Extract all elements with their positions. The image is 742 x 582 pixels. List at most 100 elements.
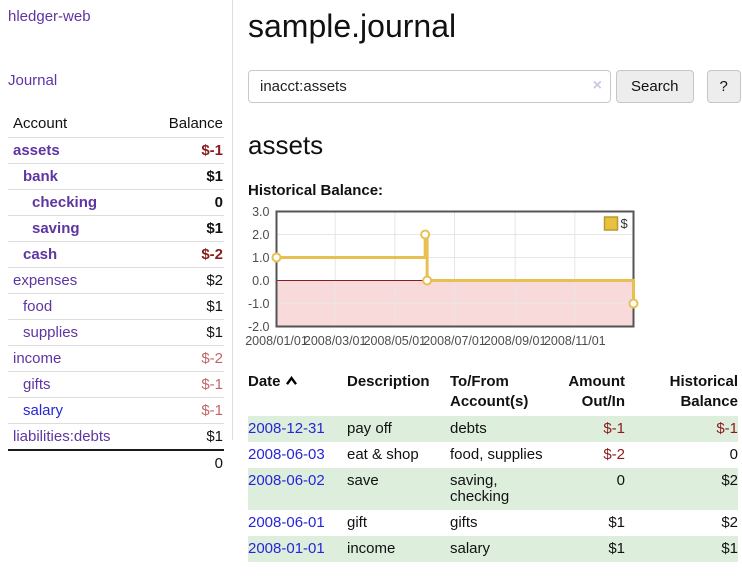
account-row: cash $-2 [8,241,224,267]
transaction-balance: 0 [729,446,738,463]
account-link-liabilities-debts[interactable]: liabilities:debts [13,428,111,445]
chart-title: Historical Balance: [248,182,384,199]
register-table: Date Description To/From Account(s) Amou… [248,370,738,562]
account-row: income $-2 [8,345,224,371]
svg-text:2008/03/01: 2008/03/01 [304,334,367,348]
account-balance: $2 [206,272,223,289]
svg-text:2008/11/01: 2008/11/01 [544,334,606,348]
svg-text:1.0: 1.0 [252,251,269,265]
account-page-heading: assets [248,130,324,160]
transaction-amount: $1 [560,536,641,562]
register-row: 2008-06-01 gift gifts $1 $2 [248,510,738,536]
svg-text:0.0: 0.0 [252,274,269,288]
account-link-cash[interactable]: cash [23,246,58,263]
account-row: salary $-1 [8,397,224,423]
register-row: 2008-06-02 save saving, checking 0 $2 [248,468,738,510]
column-header-historical-balance: Historical Balance [669,373,738,410]
account-link-gifts[interactable]: gifts [23,376,51,393]
account-row: gifts $-1 [8,371,224,397]
balance-column-header: Balance [168,115,223,132]
search-input[interactable] [248,70,611,103]
sidebar-accounts-table: Account Balance assets $-1 bank $1 check… [8,113,224,476]
svg-text:2.0: 2.0 [252,228,269,242]
account-row: assets $-1 [8,137,224,163]
account-balance: $1 [206,220,223,237]
transaction-amount: $-2 [603,446,625,463]
account-link-assets[interactable]: assets [13,142,60,159]
column-header-date[interactable]: Date [248,370,347,416]
column-header-accounts: To/From Account(s) [450,373,529,410]
account-row: expenses $2 [8,267,224,293]
account-balance: $-1 [201,402,223,419]
transaction-accounts: debts [450,416,560,442]
account-link-salary[interactable]: salary [23,402,64,419]
account-link-expenses[interactable]: expenses [13,272,78,289]
transaction-accounts: gifts [450,514,478,531]
account-balance: 0 [214,194,223,211]
transaction-date-link[interactable]: 2008-01-01 [248,540,325,557]
register-row: 2008-12-31 pay off debts $-1 $-1 [248,416,738,442]
search-form: × Search ? [248,70,742,103]
register-row: 2008-06-03 eat & shop food, supplies $-2… [248,442,738,468]
historical-balance-chart: $3.0 2.0 1.0 0.0 -1.0 -2.02008/01/012008/03/0… [245,205,639,348]
transaction-description: income [347,536,450,562]
account-link-saving[interactable]: saving [32,220,80,237]
column-header-description: Description [347,373,430,390]
account-row: bank $1 [8,163,224,189]
transaction-amount: $1 [608,514,625,531]
main-content: sample.journal × Search ? assets Histori… [233,0,742,562]
date-header-label: Date [248,373,281,390]
svg-text:2008/09/01: 2008/09/01 [484,334,547,348]
account-balance: $1 [206,298,223,315]
account-balance: $1 [206,428,223,445]
svg-text:3.0: 3.0 [252,206,269,219]
sidebar-item-journal[interactable]: Journal [8,72,58,89]
column-header-amount: Amount Out/In [568,373,625,410]
transaction-accounts: salary [450,536,560,562]
svg-text:-2.0: -2.0 [248,320,270,334]
transaction-description: gift [347,514,368,531]
account-link-checking[interactable]: checking [32,194,98,211]
transaction-balance: $2 [641,468,738,510]
transaction-balance: $-1 [641,416,738,442]
account-link-food[interactable]: food [23,298,53,315]
transaction-description: save [347,468,450,510]
transaction-date-link[interactable]: 2008-06-02 [248,472,325,489]
account-column-header: Account [13,115,68,132]
app-brand-link[interactable]: hledger-web [8,8,91,25]
account-balance: $1 [206,324,223,341]
account-balance: $-2 [201,350,223,367]
account-row: supplies $1 [8,319,224,345]
account-link-bank[interactable]: bank [23,168,59,185]
account-row: saving $1 [8,215,224,241]
sidebar: hledger-web Journal Account Balance asse… [0,0,233,472]
account-balance: $-1 [201,142,223,159]
register-row: 2008-01-01 income salary $1 $1 [248,536,738,562]
accounts-total-value: 0 [214,455,223,472]
account-row: checking 0 [8,189,224,215]
help-button[interactable]: ? [706,70,741,103]
transaction-description: pay off [347,416,450,442]
transaction-balance: $1 [641,536,738,562]
transaction-balance: $2 [721,514,738,531]
transaction-date-link[interactable]: 2008-06-01 [248,514,325,531]
account-balance: $1 [206,168,223,185]
transaction-accounts: saving, checking [450,468,560,510]
account-balance: $-1 [201,376,223,393]
svg-text:2008/07/01: 2008/07/01 [423,334,486,348]
svg-text:2008/05/01: 2008/05/01 [364,334,427,348]
transaction-amount: 0 [560,468,641,510]
clear-search-icon[interactable]: × [592,77,602,94]
transaction-date-link[interactable]: 2008-06-03 [248,446,325,463]
account-balance: $-2 [201,246,223,263]
svg-text:2008/01/01: 2008/01/01 [245,334,308,348]
accounts-total-row: 0 [8,449,224,476]
page-title: sample.journal [248,8,457,44]
search-button[interactable]: Search [616,70,694,103]
transaction-accounts: food, supplies [450,446,543,463]
transaction-date-link[interactable]: 2008-12-31 [248,420,325,437]
sort-ascending-icon [285,372,298,392]
account-link-income[interactable]: income [13,350,62,367]
account-row: food $1 [8,293,224,319]
account-link-supplies[interactable]: supplies [23,324,79,341]
